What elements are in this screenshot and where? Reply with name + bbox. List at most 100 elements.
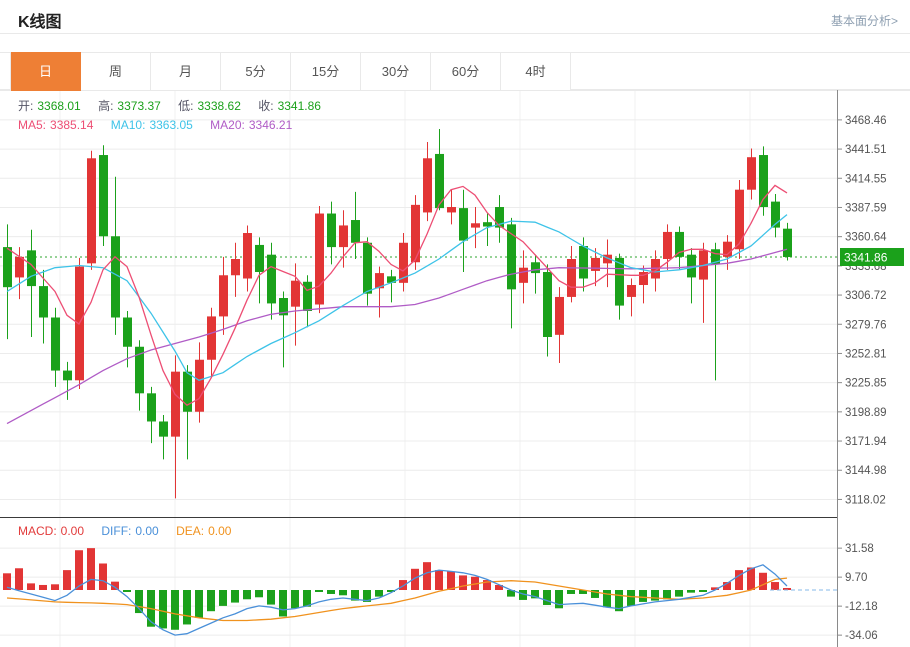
candle-body [411,204,420,263]
candle-body [627,285,636,297]
candle-body [123,317,132,347]
open-value: 3368.01 [37,99,81,113]
ma10-value: 3363.05 [149,118,193,132]
header-divider [0,33,910,34]
y-axis-label: 3360.64 [845,232,887,244]
y-axis-label: 3252.81 [845,348,887,360]
tab-week[interactable]: 周 [81,52,151,91]
candle-body [759,155,768,208]
macd-bar [639,590,647,602]
y-axis-label: 3387.59 [845,202,887,214]
candle-body [99,155,108,237]
candle-body [171,371,180,437]
macd-bar [687,590,695,593]
macd-bar [99,563,107,590]
macd-bar [51,584,59,590]
macd-bar [27,583,35,590]
macd-bar [783,588,791,590]
macd-bar [255,590,263,598]
macd-value: 0.00 [60,524,85,538]
candle-body [15,256,24,278]
macd-bar [519,590,527,600]
candle-body [543,272,552,337]
y-axis-label: 31.58 [845,543,874,555]
macd-bar [543,590,551,605]
candle-body [423,158,432,213]
candle-body [447,207,456,213]
macd-bar [243,590,251,600]
candle-body [183,371,192,412]
macd-bar [75,550,83,590]
macd-bar [555,590,563,609]
candle-body [159,421,168,437]
candle-body [663,231,672,260]
candle-body [135,346,144,394]
macd-legend: MACD: 0.00 DIFF: 0.00 DEA: 0.00 [18,524,235,538]
kline-chart-canvas[interactable]: 3468.463441.513414.553387.593360.643333.… [0,90,910,647]
macd-bar [183,590,191,625]
candle-body [711,249,720,265]
current-price-badge [840,248,904,266]
candle-body [339,225,348,248]
candle-body [219,275,228,317]
low-label: 低: [178,99,194,113]
macd-bar [327,590,335,594]
macd-bar [267,590,275,605]
candle-body [207,316,216,360]
candle-body [351,220,360,243]
tab-30min[interactable]: 30分 [361,52,431,91]
candle-body [303,281,312,312]
tab-60min[interactable]: 60分 [431,52,501,91]
ohlc-legend: 开: 3368.01 高: 3373.37 低: 3338.62 收: 3341.86 [18,97,325,114]
macd-bar [3,573,11,590]
line [6,564,788,636]
open-label: 开: [18,99,34,113]
tab-5min[interactable]: 5分 [221,52,291,91]
candle-body [363,242,372,294]
candle-body [375,273,384,289]
current-price-badge-text: 3341.86 [844,251,888,265]
candle-body [459,208,468,241]
macd-bar [339,590,347,596]
macd-bar [423,562,431,590]
macd-bar [495,584,503,590]
tab-4hour[interactable]: 4时 [501,52,571,91]
candle-body [483,222,492,227]
macd-bar [435,570,443,590]
candle-body [639,272,648,286]
candle-body [243,233,252,279]
y-axis-label: -34.06 [845,630,878,642]
macd-bar [771,582,779,590]
macd-bar [459,575,467,590]
macd-bar [375,590,383,597]
macd-bar [315,590,323,592]
dea-value: 0.00 [208,524,232,538]
tab-day[interactable]: 日 [11,52,81,91]
macd-bar [567,590,575,594]
candle-body [3,247,12,288]
candle-body [147,393,156,422]
y-axis-label: 3441.51 [845,144,887,156]
candle-body [471,223,480,228]
macd-bar [159,590,167,629]
candle-body [279,298,288,316]
y-axis-label: 9.70 [845,572,867,584]
candle-body [771,201,780,228]
macd-bar [87,548,95,590]
close-value: 3341.86 [277,99,321,113]
macd-bar [135,590,143,614]
candle-body [735,189,744,250]
y-axis-label: 3279.76 [845,319,887,331]
macd-bar [15,568,23,590]
tab-month[interactable]: 月 [151,52,221,91]
macd-bar [507,590,515,597]
diff-value: 0.00 [135,524,159,538]
macd-bar [39,584,47,590]
ma5-value: 3385.14 [50,118,94,132]
tab-15min[interactable]: 15分 [291,52,361,91]
fundamental-analysis-link[interactable]: 基本面分析> [830,14,898,28]
dea-label: DEA: [176,524,205,538]
y-axis-label: 3306.72 [845,290,887,302]
candle-body [507,224,516,290]
